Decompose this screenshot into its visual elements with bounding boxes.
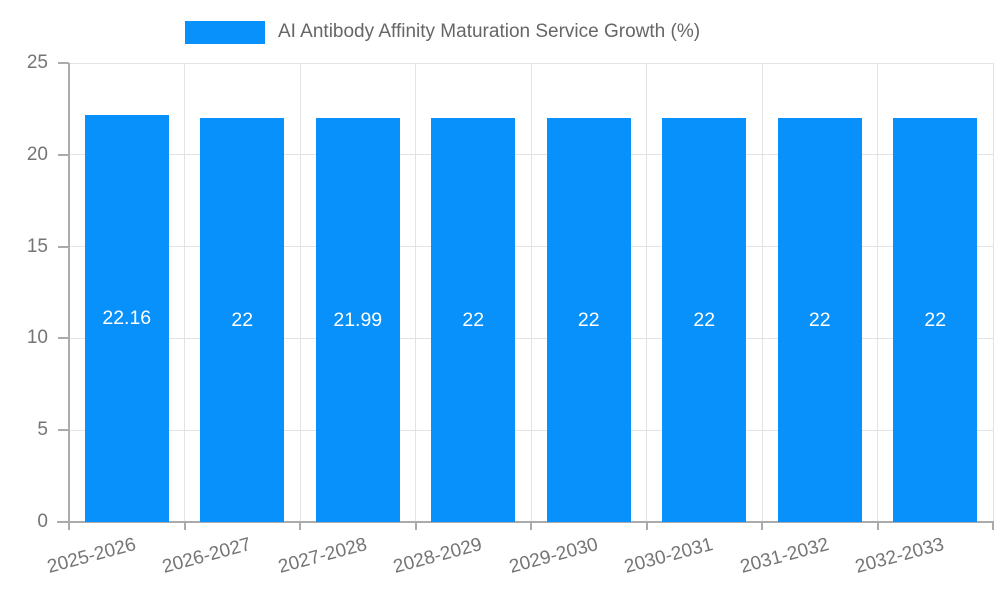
x-tick-label: 2026-2027 xyxy=(160,534,254,578)
x-tick-label: 2028-2029 xyxy=(391,534,485,578)
x-axis-tick xyxy=(530,522,532,530)
gridline-v xyxy=(299,63,301,522)
y-tick-label: 5 xyxy=(37,419,48,441)
x-axis-tick xyxy=(645,522,648,530)
legend-swatch xyxy=(185,20,265,44)
y-axis-tick xyxy=(58,245,69,248)
x-tick-label: 2029-2030 xyxy=(506,534,601,578)
x-tick-label: 2032-2033 xyxy=(853,534,947,578)
y-axis-line xyxy=(68,63,70,524)
bar[interactable]: 22 xyxy=(546,118,631,522)
gridline-v xyxy=(184,63,185,522)
y-tick-label: 15 xyxy=(26,235,48,257)
legend[interactable]: AI Antibody Affinity Maturation Service … xyxy=(185,19,700,45)
bar-value-label: 22 xyxy=(924,308,947,331)
x-tick-label: 2030-2031 xyxy=(622,534,716,578)
x-axis-tick xyxy=(299,522,301,530)
y-tick-label: 10 xyxy=(26,327,48,349)
y-axis-tick xyxy=(58,337,69,340)
bar[interactable]: 21.99 xyxy=(315,118,400,522)
x-tick-label: 2027-2028 xyxy=(275,534,370,578)
bar-value-label: 22 xyxy=(462,308,485,331)
bar-value-label: 22 xyxy=(577,308,600,331)
gridline-v xyxy=(530,63,532,522)
bar[interactable]: 22 xyxy=(662,118,747,522)
bar[interactable]: 22 xyxy=(200,118,285,522)
y-axis-tick xyxy=(58,429,69,432)
y-tick-label: 20 xyxy=(26,143,48,165)
gridline-v xyxy=(992,63,994,522)
y-tick-label: 25 xyxy=(26,52,48,73)
gridline-v xyxy=(877,63,878,522)
x-tick-label: 2031-2032 xyxy=(737,534,832,578)
gridline-v xyxy=(415,63,416,522)
y-axis-tick xyxy=(58,153,69,156)
legend-label: AI Antibody Affinity Maturation Service … xyxy=(278,21,701,42)
bar-value-label: 22 xyxy=(231,308,254,331)
bar-value-label: 21.99 xyxy=(333,308,383,331)
y-axis-tick xyxy=(58,62,69,64)
bar[interactable]: 22 xyxy=(777,118,862,522)
x-axis-tick xyxy=(183,522,186,530)
bar-value-label: 22.16 xyxy=(102,307,152,330)
bar[interactable]: 22 xyxy=(431,118,516,522)
y-tick-label: 0 xyxy=(37,511,48,532)
x-axis-tick xyxy=(68,522,70,530)
bar[interactable]: 22 xyxy=(893,118,978,522)
bar[interactable]: 22.16 xyxy=(84,115,169,522)
gridline-v xyxy=(761,63,763,522)
gridline-v xyxy=(646,63,647,522)
bar-value-label: 22 xyxy=(808,308,831,331)
x-axis-tick xyxy=(992,522,994,530)
x-axis-line xyxy=(57,521,994,523)
x-axis-tick xyxy=(414,522,417,530)
x-axis-tick xyxy=(761,522,763,530)
x-axis-tick xyxy=(876,522,879,530)
x-tick-label: 2025-2026 xyxy=(44,534,139,578)
bar-value-label: 22 xyxy=(693,308,716,331)
